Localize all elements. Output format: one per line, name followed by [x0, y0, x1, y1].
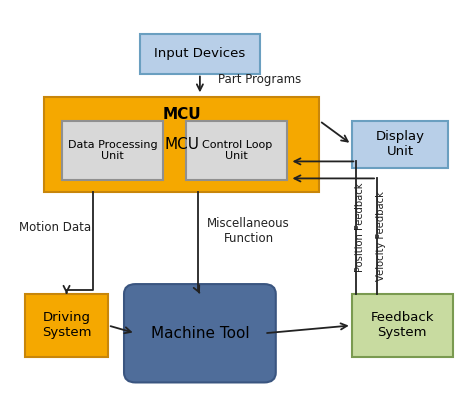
FancyBboxPatch shape	[352, 121, 448, 168]
FancyBboxPatch shape	[140, 34, 260, 73]
FancyBboxPatch shape	[25, 294, 108, 357]
Text: Display
Unit: Display Unit	[375, 130, 424, 158]
Text: Feedback
System: Feedback System	[371, 311, 434, 340]
FancyBboxPatch shape	[186, 121, 287, 180]
Text: Miscellaneous
Function: Miscellaneous Function	[207, 217, 290, 245]
Text: MCU: MCU	[164, 137, 199, 152]
Text: Input Devices: Input Devices	[154, 47, 246, 60]
Text: Motion Data: Motion Data	[19, 221, 91, 233]
FancyBboxPatch shape	[124, 284, 276, 383]
Text: Control Loop
Unit: Control Loop Unit	[201, 140, 272, 161]
Text: Data Processing
Unit: Data Processing Unit	[68, 140, 157, 161]
Text: Machine Tool: Machine Tool	[151, 326, 249, 341]
Text: Driving
System: Driving System	[42, 311, 91, 340]
Text: Part Programs: Part Programs	[219, 73, 301, 86]
FancyBboxPatch shape	[44, 97, 319, 192]
FancyBboxPatch shape	[352, 294, 453, 357]
Text: Velocity Feedback: Velocity Feedback	[375, 191, 386, 281]
FancyBboxPatch shape	[62, 121, 163, 180]
Text: Position Feedback: Position Feedback	[355, 183, 365, 273]
Text: MCU: MCU	[162, 107, 201, 122]
